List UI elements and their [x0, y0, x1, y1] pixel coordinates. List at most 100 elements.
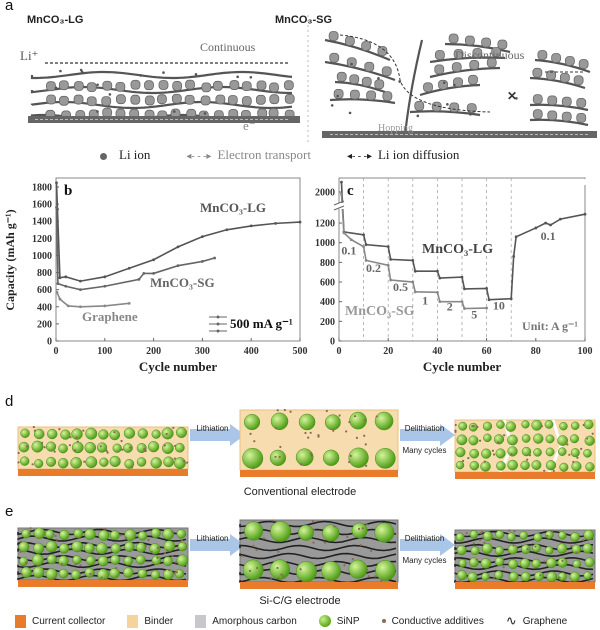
graphene-sheet: [429, 56, 506, 64]
sinp-sphere: [494, 570, 504, 580]
arrow-icon: [400, 534, 455, 556]
mnco3-particle: [284, 93, 295, 104]
conductive-additive-dot: [299, 568, 302, 571]
mnco3-particle: [481, 37, 492, 48]
x-axis-label: Cycle number: [423, 359, 502, 374]
sinp-sphere: [544, 546, 554, 555]
conductive-additive-dot: [351, 557, 354, 561]
x-axis-label: Cycle number: [139, 359, 218, 374]
mnco3-particle: [578, 59, 589, 69]
sinp-sphere: [96, 442, 108, 453]
sinp-sphere: [97, 568, 109, 581]
sinp-sphere: [584, 435, 595, 446]
conductive-additive-dot: [526, 547, 529, 551]
y-tick-label: 1200: [32, 234, 52, 245]
blocked-x-icon: ✕: [507, 89, 517, 103]
sinp-sphere: [123, 427, 136, 439]
sinp-sphere: [583, 448, 592, 458]
data-point: [436, 290, 439, 294]
sinp-sphere: [349, 411, 367, 430]
mnco3-particle: [532, 67, 543, 78]
data-point: [342, 231, 346, 235]
conductive-additive-dot: [309, 431, 312, 434]
dot-icon: [100, 152, 107, 160]
sinp-sphere: [85, 427, 98, 440]
mnco3-particle: [46, 81, 56, 92]
sinp-sphere: [494, 546, 504, 556]
sinp-sphere: [98, 529, 110, 541]
y-tick-label: 200: [320, 317, 335, 328]
conductive-additive-dot: [327, 578, 330, 581]
legend-binder: Binder: [127, 613, 173, 629]
mnco3-particle: [171, 93, 182, 104]
sinp-sphere: [297, 524, 314, 541]
mnco3-particle: [130, 94, 141, 105]
sinp-sphere: [20, 428, 30, 438]
conductive-additive-dot: [346, 535, 349, 539]
conductive-additive-dot: [76, 440, 79, 443]
sg-title: MnCO₃-SG: [275, 14, 333, 26]
y-tick-label: 600: [320, 278, 335, 289]
conductive-additive-dot: [103, 578, 106, 581]
mnco3-particle: [537, 50, 548, 60]
sinp-sphere: [174, 569, 185, 579]
sinp-sphere: [33, 527, 46, 539]
li-ion-dot: [172, 110, 176, 113]
graphene-sheet: [17, 548, 187, 556]
current-collector-bar: [18, 580, 188, 587]
sinp-sphere: [32, 566, 45, 579]
graphene-sheet: [529, 118, 589, 127]
conductive-additive-dot: [461, 459, 465, 462]
conductive-additive-dot: [174, 444, 177, 447]
mnco3-particle: [144, 80, 154, 91]
sinp-sphere: [72, 555, 82, 565]
sinp-sphere: [136, 457, 147, 467]
data-point: [364, 243, 368, 247]
mnco3-particle: [256, 80, 267, 91]
sinp-sphere: [545, 447, 555, 457]
sinp-sphere: [533, 448, 542, 457]
mnco3-particle: [361, 76, 372, 87]
sinp-sphere: [84, 567, 95, 578]
x-tick-label: 60: [482, 346, 492, 357]
conductive-additive-dot: [82, 429, 85, 432]
sinp-sphere: [469, 460, 480, 471]
li-ion-dot: [442, 81, 446, 84]
mnco3-particle: [101, 96, 112, 107]
conductive-additive-dot: [166, 549, 169, 552]
e-delithiation-label: Delithiation: [404, 534, 445, 543]
data-point: [79, 279, 82, 283]
graphene-sheet: [444, 42, 511, 54]
li-ion-dot: [96, 83, 99, 87]
data-point: [386, 263, 390, 267]
sinp-sphere: [97, 555, 109, 567]
sinp-sphere: [482, 531, 493, 542]
data-point: [64, 284, 68, 288]
li-ion-dot: [194, 73, 198, 76]
current-collector-bar: [18, 469, 188, 476]
graphene-sheet: [419, 83, 481, 97]
sinp-sphere: [348, 559, 368, 579]
conductive-additive-dot: [252, 466, 255, 470]
sinp-sphere: [456, 434, 468, 446]
conductive-additive-dot: [365, 464, 368, 467]
mnco3-particle: [573, 75, 584, 86]
data-point: [64, 275, 68, 279]
sinp-sphere: [480, 461, 491, 472]
electron-label: e⁻: [243, 118, 256, 133]
d-delithiation-label: Delithiation: [404, 424, 445, 433]
mnco3-particle: [486, 57, 497, 68]
current-collector-bar: [28, 116, 300, 123]
arrow-icon: [400, 424, 455, 446]
sinp-sphere: [582, 543, 593, 554]
conductive-additive-dot: [512, 544, 515, 547]
graphene-sheet: [529, 103, 589, 112]
data-point: [55, 206, 58, 209]
conductive-additive-dot: [36, 565, 39, 568]
conductive-additive-dot: [475, 558, 478, 561]
conductive-additive-dot: [582, 423, 585, 427]
li-ion-dot: [348, 111, 352, 115]
sinp-sphere: [162, 442, 174, 455]
dot-icon: [381, 619, 386, 623]
conductive-additive-dot: [577, 579, 580, 582]
